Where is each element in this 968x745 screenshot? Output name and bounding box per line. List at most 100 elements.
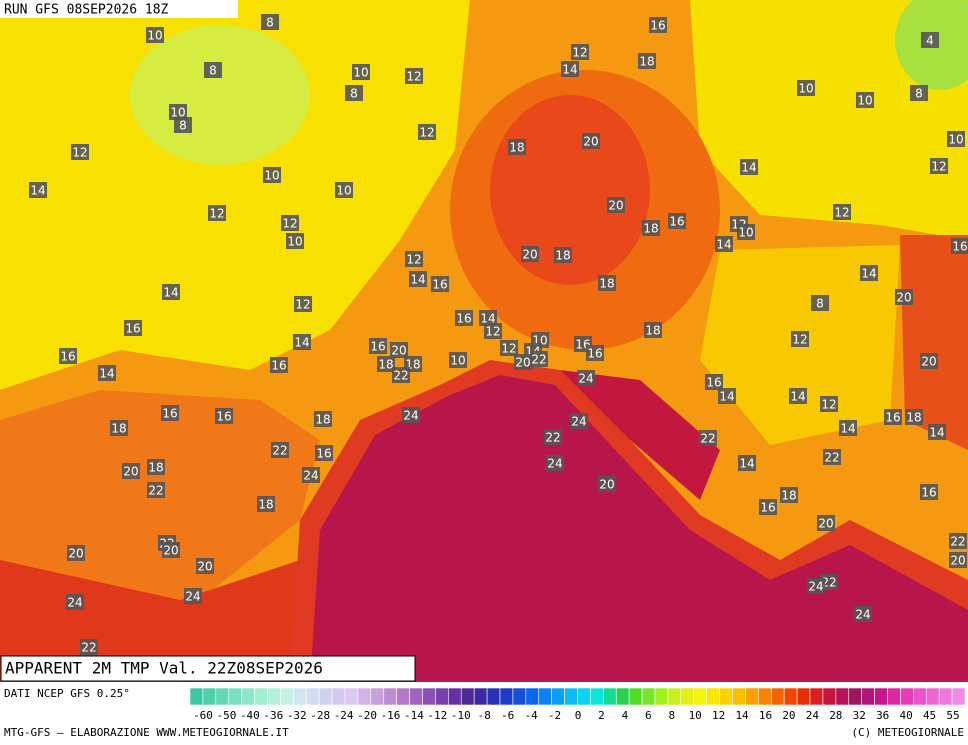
label-box bbox=[161, 405, 179, 421]
colorbar-label: 10 bbox=[689, 709, 702, 722]
label-box bbox=[607, 197, 625, 213]
colorbar: -60 -50 -40 -36 -32 -28 -24 -20 -16 -14 -12 -10 -8 -6… bbox=[189, 687, 966, 722]
colorbar-label: 36 bbox=[876, 709, 889, 722]
temperature-label: 14 bbox=[30, 184, 45, 198]
label-box bbox=[162, 284, 180, 300]
temperature-label: 12 bbox=[834, 206, 849, 220]
temperature-label: 12 bbox=[485, 325, 500, 339]
label-box bbox=[951, 238, 968, 254]
temperature-label: 22 bbox=[821, 576, 836, 590]
colorbar-label: 4 bbox=[622, 709, 629, 722]
colorbar-label: 20 bbox=[782, 709, 795, 722]
temperature-label: 16 bbox=[432, 278, 447, 292]
colorbar-swatch bbox=[267, 687, 281, 706]
temperature-label: 10 bbox=[857, 94, 872, 108]
temperature-label: 18 bbox=[555, 249, 570, 263]
colorbar-label: 8 bbox=[668, 709, 675, 722]
warm-yellow-area bbox=[690, 0, 968, 240]
temperature-label: 14 bbox=[99, 367, 114, 381]
label-box bbox=[196, 558, 214, 574]
temperature-label: 18 bbox=[258, 498, 273, 512]
temperature-label: 8 bbox=[179, 119, 187, 133]
label-box bbox=[839, 420, 857, 436]
label-box bbox=[402, 407, 420, 423]
colorbar-swatch bbox=[202, 687, 217, 706]
colorbar-label: -40 bbox=[240, 709, 260, 722]
colorbar-swatch bbox=[680, 687, 695, 706]
temperature-label: 12 bbox=[295, 298, 310, 312]
temperature-label: 14 bbox=[861, 267, 876, 281]
temperature-label: 10 bbox=[353, 66, 368, 80]
colorbar-label: 0 bbox=[575, 709, 582, 722]
label-box bbox=[479, 310, 497, 326]
label-box bbox=[598, 275, 616, 291]
hot-area bbox=[490, 95, 650, 285]
label-box bbox=[668, 213, 686, 229]
source-label: DATI NCEP GFS 0.25° bbox=[4, 687, 130, 700]
colorbar-swatch bbox=[938, 687, 953, 706]
temperature-label: 12 bbox=[282, 217, 297, 231]
label-box bbox=[484, 323, 502, 339]
label-box bbox=[554, 247, 572, 263]
colorbar-swatch bbox=[396, 687, 410, 706]
label-box bbox=[257, 496, 275, 512]
label-box bbox=[147, 482, 165, 498]
colorbar-swatch bbox=[512, 687, 527, 706]
colorbar-label: 55 bbox=[946, 709, 959, 722]
temperature-label: 20 bbox=[896, 291, 911, 305]
temperature-label: 20 bbox=[522, 248, 537, 262]
label-box bbox=[738, 455, 756, 471]
temperature-label: 14 bbox=[294, 336, 309, 350]
label-box bbox=[570, 413, 588, 429]
temperature-label: 14 bbox=[739, 457, 754, 471]
temperature-label: 10 bbox=[738, 226, 753, 240]
colorbar-swatch bbox=[551, 687, 565, 706]
temperature-label: 16 bbox=[885, 411, 900, 425]
label-box bbox=[390, 342, 408, 358]
label-box bbox=[920, 353, 938, 369]
map-title: APPARENT 2M TMP Val. 22Z08SEP2026 bbox=[5, 659, 323, 678]
label-box bbox=[949, 533, 967, 549]
label-box bbox=[649, 17, 667, 33]
temperature-label: 14 bbox=[562, 63, 577, 77]
temperature-label: 12 bbox=[792, 333, 807, 347]
label-box bbox=[561, 61, 579, 77]
colorbar-swatch bbox=[641, 687, 656, 706]
label-box bbox=[418, 124, 436, 140]
hot-area bbox=[900, 235, 968, 450]
label-box bbox=[715, 236, 733, 252]
temperature-label: 18 bbox=[509, 141, 524, 155]
temperature-label: 10 bbox=[264, 169, 279, 183]
temperature-label: 16 bbox=[921, 486, 936, 500]
temperature-label: 22 bbox=[950, 535, 965, 549]
label-box bbox=[895, 289, 913, 305]
colorbar-swatch bbox=[706, 687, 720, 706]
colorbar-label: 16 bbox=[759, 709, 772, 722]
colorbar-label: -10 bbox=[451, 709, 471, 722]
label-box bbox=[59, 348, 77, 364]
temperature-label: 24 bbox=[67, 596, 82, 610]
temperature-label: 14 bbox=[929, 426, 944, 440]
temperature-label: 12 bbox=[419, 126, 434, 140]
colorbar-swatch bbox=[590, 687, 604, 706]
temperature-label: 10 bbox=[287, 235, 302, 249]
colorbar-label: 14 bbox=[735, 709, 749, 722]
colorbar-swatch bbox=[305, 687, 320, 706]
colorbar-swatch bbox=[293, 687, 307, 706]
label-box bbox=[949, 552, 967, 568]
colorbar-swatch bbox=[486, 687, 501, 706]
label-box bbox=[644, 322, 662, 338]
run-box bbox=[0, 0, 238, 18]
label-box bbox=[947, 131, 965, 147]
colorbar-swatch bbox=[770, 687, 785, 706]
colorbar-label: -12 bbox=[427, 709, 447, 722]
label-box bbox=[98, 365, 116, 381]
temperature-label: 20 bbox=[515, 356, 530, 370]
colorbar-swatch bbox=[796, 687, 811, 706]
temperature-label: 14 bbox=[741, 161, 756, 175]
label-box bbox=[705, 374, 723, 390]
label-box bbox=[789, 388, 807, 404]
temperature-label: 12 bbox=[406, 70, 421, 84]
